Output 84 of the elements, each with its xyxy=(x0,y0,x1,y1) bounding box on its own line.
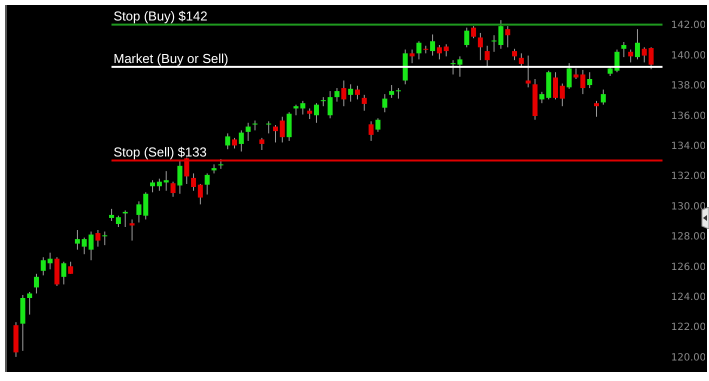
y-tick-label: 134.00 xyxy=(671,141,706,152)
candlestick xyxy=(272,124,278,143)
candlestick xyxy=(341,80,346,107)
candlestick xyxy=(122,210,128,228)
candlestick xyxy=(580,69,586,95)
y-tick-label: 124.00 xyxy=(671,292,706,304)
candlestick xyxy=(526,55,531,88)
candlestick xyxy=(566,62,572,90)
candlestick xyxy=(68,261,74,274)
candlestick xyxy=(634,28,640,60)
candlestick xyxy=(382,94,388,113)
candlestick xyxy=(587,72,592,89)
ref-line-label: Stop (Sell) $133 xyxy=(113,144,207,160)
candlestick xyxy=(150,180,156,193)
candlestick xyxy=(628,49,634,63)
candlestick xyxy=(130,218,135,242)
y-tick-label: 136.00 xyxy=(671,110,706,122)
candlestick xyxy=(74,230,80,250)
candlestick xyxy=(600,89,606,106)
candlestick xyxy=(212,164,217,174)
candlestick xyxy=(457,56,462,78)
candlestick xyxy=(354,85,360,100)
candlestick xyxy=(177,160,182,194)
candlestick xyxy=(348,84,354,102)
y-tick-label: 126.00 xyxy=(671,262,706,273)
candlestick xyxy=(484,45,490,67)
candlestick xyxy=(252,120,258,131)
candlestick xyxy=(375,118,380,132)
ref-line-label: Market (Buy or Sell) xyxy=(113,50,228,66)
y-tick-label: 142.00 xyxy=(671,20,706,32)
candlestick xyxy=(34,273,39,294)
candlestick xyxy=(471,26,476,39)
candlestick xyxy=(61,261,66,285)
y-tick-label: 130.00 xyxy=(671,201,706,212)
candlestick xyxy=(102,231,108,246)
y-tick-label: 132.00 xyxy=(671,171,706,182)
candlestick xyxy=(95,230,100,248)
candlestick xyxy=(416,40,422,60)
candlestick xyxy=(450,60,456,75)
candlestick xyxy=(505,26,510,48)
candlestick xyxy=(218,158,224,170)
candlestick xyxy=(109,208,114,222)
y-tick-label: 120.00 xyxy=(671,352,706,364)
candlestick xyxy=(170,181,176,198)
candlestick xyxy=(464,27,470,48)
y-tick-label: 140.00 xyxy=(671,50,706,62)
candlestick xyxy=(307,108,312,120)
candlestick xyxy=(293,104,298,116)
candlestick xyxy=(116,215,121,228)
candlestick xyxy=(286,112,292,142)
candlestick xyxy=(232,137,238,149)
candlestick xyxy=(368,120,374,142)
ref-line-label: Stop (Buy) $142 xyxy=(113,8,208,24)
y-tick-label: 128.00 xyxy=(671,232,706,243)
y-tick-label: 138.00 xyxy=(671,80,706,92)
candlestick xyxy=(362,94,367,112)
candlestick xyxy=(259,137,264,150)
candlestick xyxy=(266,120,272,134)
candlestick xyxy=(300,100,306,115)
candlestick xyxy=(27,291,32,316)
candlestick xyxy=(225,132,230,150)
candlestick xyxy=(410,49,415,64)
candlestick xyxy=(492,34,497,52)
candlestick xyxy=(314,102,319,124)
candlestick xyxy=(430,34,436,56)
candlestick xyxy=(238,130,244,152)
candlestick xyxy=(574,68,579,80)
candlestick xyxy=(594,100,599,118)
candlestick xyxy=(334,88,340,102)
candlestick xyxy=(280,116,285,143)
candlestick xyxy=(396,88,401,100)
candlestick xyxy=(560,83,565,107)
candlestick xyxy=(553,72,558,100)
candlestick xyxy=(204,172,210,196)
y-tick-label: 122.00 xyxy=(671,322,706,334)
candlestick xyxy=(246,122,251,142)
candlestick xyxy=(478,32,483,61)
candlestick xyxy=(191,172,196,192)
candlestick xyxy=(621,42,626,58)
candlestick xyxy=(389,84,394,98)
candlestick xyxy=(518,52,524,67)
candlestick xyxy=(198,183,203,205)
candlestick xyxy=(498,20,504,50)
candlestick xyxy=(512,48,518,61)
